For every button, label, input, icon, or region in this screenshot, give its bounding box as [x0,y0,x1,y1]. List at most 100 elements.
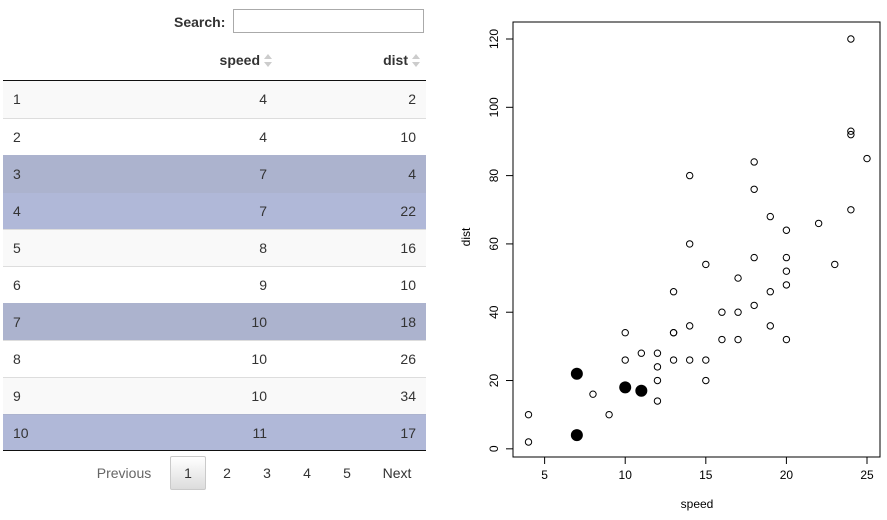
table-cell-speed: 10 [251,314,267,330]
data-point [847,130,855,139]
table-cell-speed: 8 [259,240,267,256]
data-point [734,308,742,316]
data-point [847,35,855,43]
table-row[interactable]: 2 4 10 [3,118,426,155]
data-point [669,356,678,364]
data-point [782,253,791,262]
column-header-dist[interactable]: dist [383,52,408,68]
highlighted-point [570,367,583,380]
y-axis-label: dist [459,227,473,246]
table-cell-speed: 4 [259,129,267,145]
table-cell-dist: 4 [408,166,416,182]
table-cell-dist: 22 [400,203,416,219]
x-tick-label: 25 [860,468,874,482]
table-cell-speed: 10 [251,388,267,404]
highlighted-point [635,384,648,397]
table-cell-speed: 4 [259,91,267,107]
data-point [831,260,839,269]
data-point [766,212,774,221]
page-button-4[interactable]: 4 [303,465,311,481]
table-body: 1 4 2 2 4 10 3 7 4 4 7 22 5 8 16 6 9 10 7 10 18 8 10 26 9 10 34 10 1… [3,81,426,451]
page-button-2[interactable]: 2 [223,465,231,481]
data-point [621,329,629,337]
table-cell-index: 1 [13,91,21,107]
table-cell-speed: 11 [252,425,267,441]
y-tick-label: 80 [487,169,501,183]
data-point [669,329,678,337]
x-tick-label: 15 [699,468,713,482]
table-row[interactable]: 3 7 4 [3,155,426,192]
table-cell-dist: 16 [400,240,416,256]
table-cell-index: 7 [13,314,21,330]
table-cell-speed: 10 [251,351,267,367]
data-point [702,376,710,385]
table-cell-dist: 17 [400,425,416,441]
data-point [814,219,823,228]
page-button-1[interactable]: 1 [170,456,206,490]
data-point [685,356,694,364]
data-point [750,185,758,193]
sort-speed-icon[interactable] [264,53,272,69]
x-axis-label: speed [681,497,714,511]
data-point [734,274,742,282]
table-row[interactable]: 10 11 17 [3,414,426,451]
data-point [669,329,678,337]
data-point [589,390,597,398]
x-tick-label: 10 [619,468,633,482]
table-cell-dist: 10 [400,129,416,145]
data-point [653,376,662,385]
table-cell-dist: 10 [400,277,416,293]
table-cell-index: 2 [13,129,21,145]
table-cell-speed: 7 [259,203,267,219]
table-row[interactable]: 9 10 34 [3,377,426,414]
x-tick-label: 5 [541,468,548,482]
table-row[interactable]: 5 8 16 [3,229,426,266]
data-point [653,349,662,357]
y-tick-label: 100 [487,97,501,117]
table-cell-dist: 26 [400,351,416,367]
table-row[interactable]: 7 10 18 [3,303,426,340]
table-cell-dist: 34 [400,388,416,404]
table-cell-index: 8 [13,351,21,367]
data-point [685,171,694,180]
next-button[interactable]: Next [382,465,412,481]
table-cell-speed: 7 [259,166,267,182]
data-point [782,335,791,344]
y-tick-label: 0 [487,445,501,452]
data-point [685,240,694,248]
data-point [524,410,533,419]
data-point [847,127,855,135]
sort-dist-icon[interactable] [412,53,420,69]
previous-button[interactable]: Previous [96,465,152,481]
table-row[interactable]: 4 7 22 [3,192,426,229]
search-input[interactable] [233,9,424,33]
plot-frame [512,21,881,458]
table-cell-dist: 18 [400,314,416,330]
table-cell-index: 10 [13,425,29,441]
y-tick-label: 20 [487,374,501,388]
data-point [669,288,678,296]
data-point [653,397,662,405]
table-cell-speed: 9 [259,277,267,293]
table-bottom-border [3,450,426,451]
data-point [702,356,710,364]
highlighted-point [570,429,583,442]
data-point [750,301,758,310]
table-row[interactable]: 8 10 26 [3,340,426,377]
data-point [782,226,791,234]
data-point [766,288,774,296]
column-header-speed[interactable]: speed [219,52,260,68]
data-point [653,363,662,371]
table-row[interactable]: 1 4 2 [3,81,426,118]
page-button-3[interactable]: 3 [263,465,271,481]
data-point [766,322,774,330]
page-button-5[interactable]: 5 [343,465,351,481]
y-tick-label: 60 [487,237,501,251]
data-point [621,383,629,392]
x-tick-label: 20 [780,468,794,482]
data-point [702,260,710,269]
data-point [782,281,791,289]
data-point [750,158,758,166]
data-point [685,322,694,330]
table-row[interactable]: 6 9 10 [3,266,426,303]
